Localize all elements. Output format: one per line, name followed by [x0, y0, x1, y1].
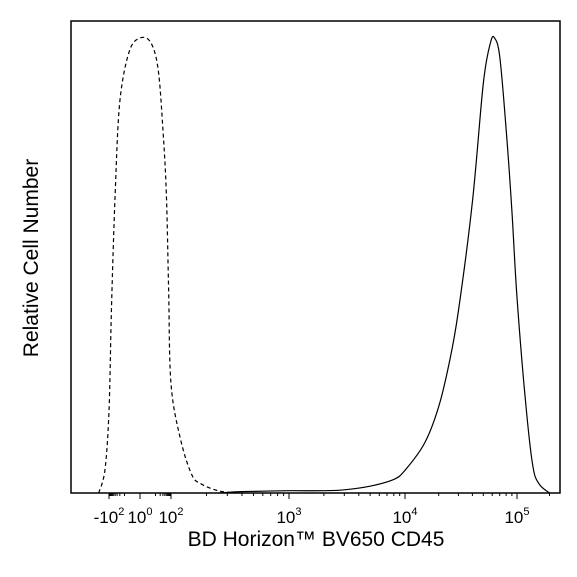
- histogram-curves: [98, 35, 550, 494]
- x-axis-title: BD Horizon™ BV650 CD45: [188, 528, 445, 551]
- y-axis-title: Relative Cell Number: [20, 159, 43, 357]
- x-tick-label: 105: [504, 506, 529, 527]
- stained-histogram-solid: [217, 35, 550, 494]
- x-tick-label: 102: [158, 506, 183, 527]
- x-tick-label: -102: [94, 506, 125, 527]
- x-tick-label: 100: [127, 506, 152, 527]
- x-axis-ticks: -102 100 102 103 104 105: [94, 493, 550, 527]
- control-histogram-dashed: [98, 36, 236, 494]
- x-tick-label: 103: [276, 506, 301, 527]
- x-tick-label: 104: [392, 506, 417, 527]
- plot-frame: [70, 20, 561, 494]
